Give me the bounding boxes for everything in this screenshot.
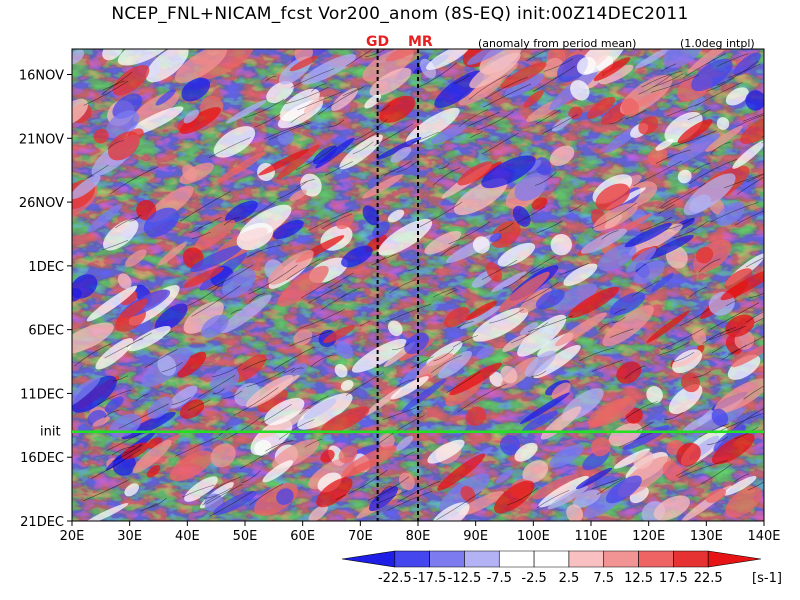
colorbar-label: -17.5 [413,571,447,586]
colorbar-bin [498,550,535,568]
x-tick-label: 90E [463,529,488,544]
y-tick-label: 11DEC [20,387,64,402]
colorbar-bin [673,550,709,568]
colorbar-label: 22.5 [694,571,723,586]
x-tick-label: 70E [348,529,373,544]
colorbar: -22.5 -17.5 -12.5 -7.5 -2.5 2.5 7.5 12.5 17.5 22.… [341,550,782,586]
y-tick-label: 26NOV [19,196,64,211]
y-tick-label: 1DEC [28,260,64,275]
colorbar-label: -12.5 [448,571,482,586]
y-tick-label: 16DEC [20,451,64,466]
colorbar-label: 17.5 [659,571,688,586]
colorbar-bin [341,550,396,568]
x-tick-label: 80E [406,529,431,544]
colorbar-label: -7.5 [487,571,512,586]
colorbar-label: 12.5 [624,571,653,586]
colorbar-bin [394,550,430,568]
colorbar-bin [429,550,465,568]
x-tick-label: 20E [60,529,85,544]
y-axis: 16NOV 21NOV 26NOV 1DEC 6DEC 11DEC 16DEC 21DEC [19,69,72,530]
colorbar-bin [707,550,762,568]
vorticity-field [72,49,764,521]
colorbar-unit: [s-1] [752,571,782,586]
marker-mr-label: MR [408,34,433,50]
x-tick-label: 130E [690,529,723,544]
x-tick-label: 50E [233,529,258,544]
x-tick-label: 100E [517,529,550,544]
marker-gd-label: GD [366,34,390,50]
x-tick-label: 40E [175,529,200,544]
colorbar-bin [568,550,605,568]
x-tick-label: 110E [574,529,607,544]
y-tick-label: 6DEC [28,324,64,339]
marker-lines [376,49,419,521]
colorbar-bin [533,550,570,568]
anomaly-note: (anomaly from period mean) [478,37,637,50]
x-tick-label: 120E [632,529,665,544]
colorbar-bin [603,550,639,568]
interpolation-note: (1.0deg intpl) [680,37,755,50]
x-tick-label: 60E [290,529,315,544]
colorbar-label: -2.5 [521,571,546,586]
y-tick-label: 21NOV [19,132,64,147]
chart-title: NCEP_FNL+NICAM_fcst Vor200_anom (8S-EQ) … [111,4,689,24]
colorbar-label: 7.5 [593,571,614,586]
y-tick-label: 16NOV [19,69,64,84]
init-label: init [40,425,61,440]
x-tick-label: 30E [117,529,142,544]
y-tick-label: 21DEC [20,515,64,530]
colorbar-label: 2.5 [559,571,580,586]
colorbar-bin [638,550,674,568]
x-axis: 20E 30E 40E 50E 60E 70E 80E 90E 100E 110E 120E 130E… [60,521,781,544]
colorbar-bin [464,550,500,568]
colorbar-label: -22.5 [378,571,412,586]
x-tick-label: 140E [747,529,780,544]
